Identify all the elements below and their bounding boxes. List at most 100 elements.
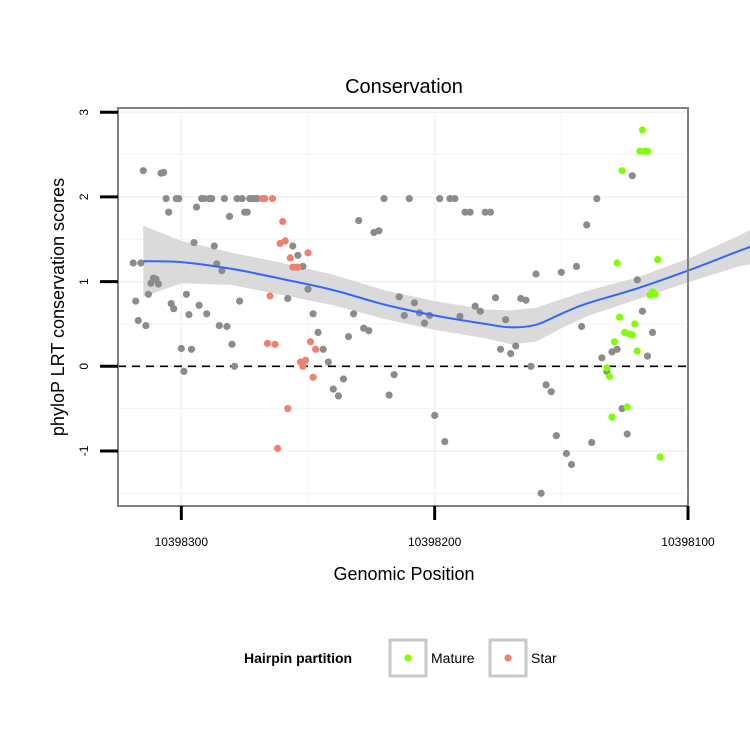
point-other — [142, 322, 149, 329]
point-other — [330, 386, 337, 393]
point-other — [451, 195, 458, 202]
point-mature — [619, 167, 626, 174]
point-mature — [616, 314, 623, 321]
point-other — [391, 371, 398, 378]
point-other — [180, 368, 187, 375]
point-mature — [624, 403, 631, 410]
point-other — [221, 195, 228, 202]
point-other — [188, 346, 195, 353]
y-tick-label: -1 — [77, 445, 91, 456]
point-other — [467, 209, 474, 216]
point-mature — [611, 338, 618, 345]
point-other — [538, 490, 545, 497]
point-other — [583, 221, 590, 228]
point-other — [208, 195, 215, 202]
point-star — [284, 405, 291, 412]
point-other — [294, 252, 301, 259]
point-other — [644, 353, 651, 360]
point-other — [178, 345, 185, 352]
y-tick-label: 0 — [77, 363, 91, 370]
point-other — [335, 392, 342, 399]
point-mature — [631, 320, 638, 327]
point-mature — [634, 347, 641, 354]
point-other — [203, 310, 210, 317]
point-other — [573, 263, 580, 270]
legend-label-star: Star — [531, 650, 557, 666]
x-axis-label: Genomic Position — [333, 564, 474, 584]
point-star — [282, 237, 289, 244]
point-star — [302, 357, 309, 364]
point-other — [634, 276, 641, 283]
point-other — [193, 204, 200, 211]
point-star — [304, 249, 311, 256]
point-mature — [654, 256, 661, 263]
y-tick-label: 1 — [77, 278, 91, 285]
point-other — [183, 291, 190, 298]
point-other — [228, 341, 235, 348]
point-other — [568, 461, 575, 468]
point-other — [320, 346, 327, 353]
point-other — [325, 358, 332, 365]
point-other — [436, 195, 443, 202]
point-other — [185, 311, 192, 318]
point-other — [497, 346, 504, 353]
point-star — [274, 445, 281, 452]
point-other — [216, 322, 223, 329]
point-other — [396, 293, 403, 300]
point-other — [160, 169, 167, 176]
point-other — [588, 439, 595, 446]
point-other — [614, 346, 621, 353]
point-other — [236, 298, 243, 305]
point-other — [477, 308, 484, 315]
point-mature — [639, 126, 646, 133]
point-other — [244, 209, 251, 216]
point-other — [140, 167, 147, 174]
x-tick-label: 10398300 — [155, 535, 209, 549]
point-mature — [629, 331, 636, 338]
point-other — [639, 308, 646, 315]
point-other — [598, 354, 605, 361]
point-other — [386, 392, 393, 399]
legend: Hairpin partition Mature Star — [244, 640, 557, 676]
legend-label-mature: Mature — [431, 650, 475, 666]
point-other — [165, 209, 172, 216]
y-axis-ticks: -1 0 1 2 3 — [77, 109, 118, 457]
x-tick-label: 10398200 — [408, 535, 462, 549]
point-other — [315, 329, 322, 336]
point-star — [269, 195, 276, 202]
point-other — [350, 310, 357, 317]
point-other — [375, 227, 382, 234]
point-other — [223, 323, 230, 330]
point-other — [527, 363, 534, 370]
point-other — [289, 242, 296, 249]
point-other — [406, 195, 413, 202]
point-other — [563, 450, 570, 457]
point-star — [310, 374, 317, 381]
legend-entries: Mature Star — [390, 640, 557, 676]
point-other — [522, 297, 529, 304]
point-mature — [657, 453, 664, 460]
point-other — [431, 412, 438, 419]
point-star — [279, 218, 286, 225]
point-mature — [644, 148, 651, 155]
point-other — [548, 388, 555, 395]
point-other — [365, 327, 372, 334]
point-star — [261, 195, 268, 202]
point-other — [543, 381, 550, 388]
point-star — [264, 340, 271, 347]
point-star — [272, 341, 279, 348]
point-mature — [608, 414, 615, 421]
point-other — [502, 316, 509, 323]
point-other — [441, 438, 448, 445]
point-other — [507, 350, 514, 357]
point-other — [492, 294, 499, 301]
point-other — [231, 363, 238, 370]
point-other — [380, 195, 387, 202]
y-tick-label: 3 — [77, 109, 91, 116]
point-star — [294, 264, 301, 271]
point-other — [553, 432, 560, 439]
point-other — [226, 213, 233, 220]
point-other — [340, 375, 347, 382]
point-other — [155, 281, 162, 288]
point-other — [629, 172, 636, 179]
